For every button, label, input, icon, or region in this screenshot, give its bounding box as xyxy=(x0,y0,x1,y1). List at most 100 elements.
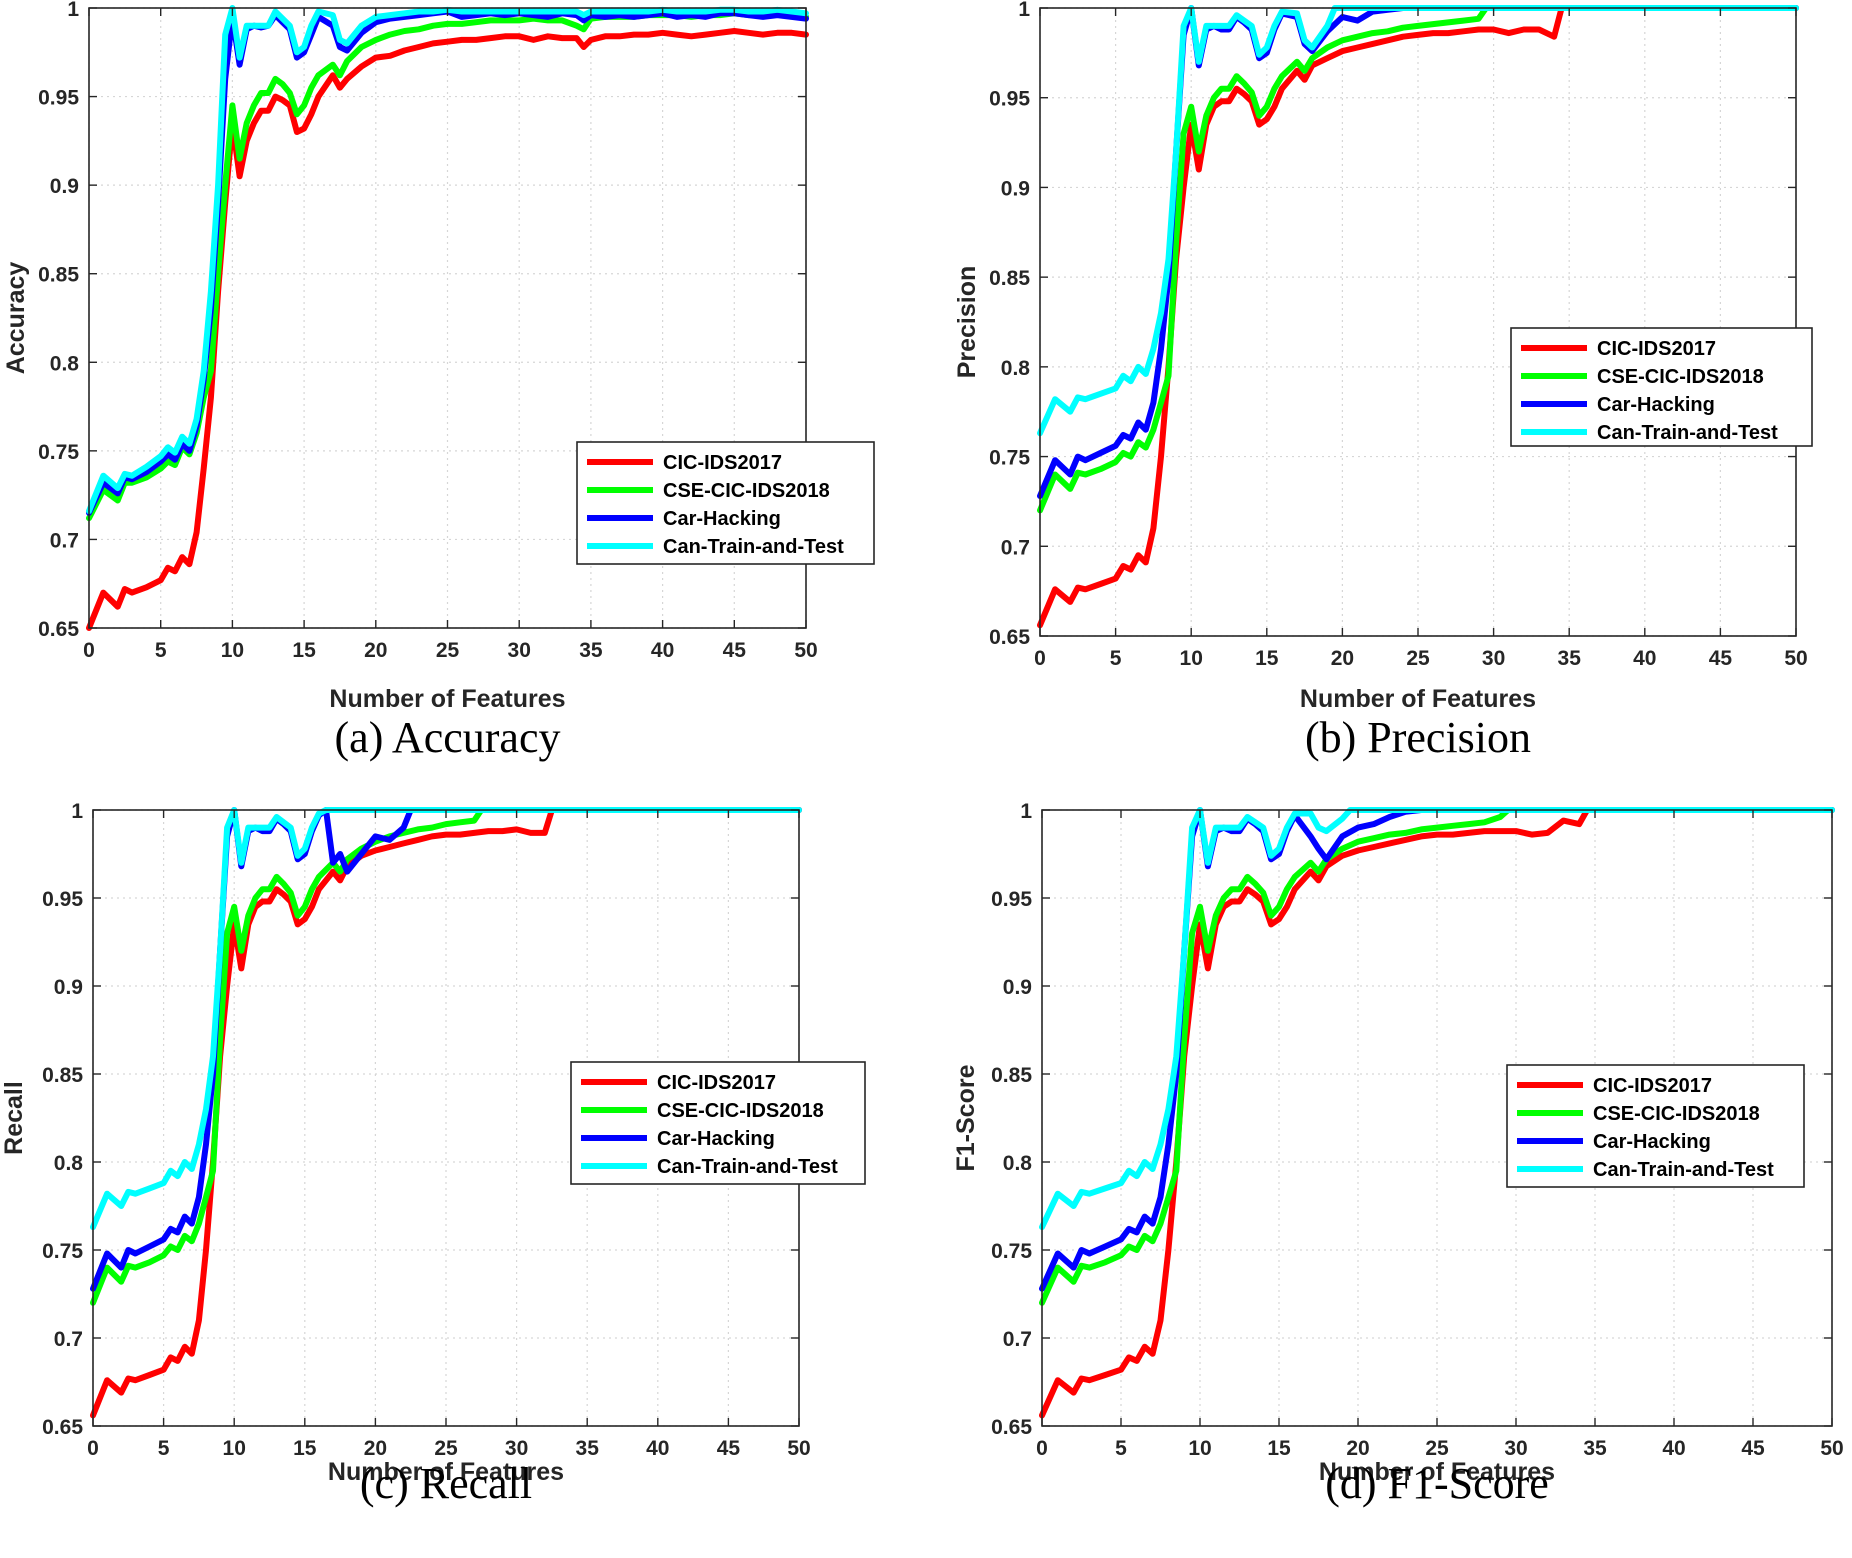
series-line-cic-ids2017 xyxy=(1039,807,1835,1419)
y-tick-label: 0.85 xyxy=(991,1064,1032,1087)
legend: CIC-IDS2017 CSE-CIC-IDS2018 Car-Hacking Can… xyxy=(1506,1064,1805,1188)
legend-entry-label: Can-Train-and-Test xyxy=(1593,1159,1774,1181)
y-tick-label: 0.65 xyxy=(989,626,1030,649)
x-tick-label: 15 xyxy=(292,639,316,662)
chart-panel-2: 0 5 10 15 20 25 30 35 40 45 50 0.65 0.7 0.75 0.8 0.85 0.… xyxy=(953,0,1813,762)
y-tick-label: 0.75 xyxy=(42,1240,83,1263)
x-axis-label: Number of Features xyxy=(1319,1458,1555,1486)
x-tick-label: 35 xyxy=(1583,1437,1607,1460)
x-tick-label: 30 xyxy=(508,639,531,662)
chart-panel-1: 0 5 10 15 20 25 30 35 40 45 50 0.65 0.7 0.75 0.8 0.85 0.… xyxy=(2,0,875,762)
y-tick-label: 0.9 xyxy=(54,976,83,999)
y-tick-label: 1 xyxy=(1018,0,1030,21)
panel-caption: (a) Accuracy xyxy=(335,713,561,762)
y-axis-label: Accuracy xyxy=(2,262,30,375)
x-tick-label: 25 xyxy=(1425,1437,1449,1460)
y-tick-label: 0.85 xyxy=(42,1064,83,1087)
series-line-cic-ids2017 xyxy=(1037,5,1799,629)
x-tick-label: 5 xyxy=(1110,647,1122,670)
x-tick-label: 25 xyxy=(434,1437,458,1460)
x-tick-label: 35 xyxy=(576,1437,600,1460)
y-tick-label: 0.75 xyxy=(989,447,1030,470)
series-line-cse-cic-ids2018 xyxy=(1037,5,1799,514)
x-tick-label: 10 xyxy=(1180,647,1203,670)
x-tick-label: 0 xyxy=(83,639,95,662)
y-tick-label: 0.9 xyxy=(1001,177,1030,200)
y-tick-label: 1 xyxy=(1020,800,1032,823)
x-tick-label: 15 xyxy=(293,1437,317,1460)
x-tick-label: 0 xyxy=(1034,647,1046,670)
legend-entry-label: Car-Hacking xyxy=(657,1128,775,1150)
y-tick-label: 0.75 xyxy=(991,1240,1032,1263)
series-line-can-train-and-test xyxy=(86,5,809,515)
y-tick-label: 0.7 xyxy=(1003,1328,1032,1351)
x-tick-label: 40 xyxy=(651,639,674,662)
legend: CIC-IDS2017 CSE-CIC-IDS2018 Car-Hacking Can… xyxy=(1510,327,1813,447)
legend-entry-label: Can-Train-and-Test xyxy=(657,1156,838,1178)
y-tick-label: 0.85 xyxy=(38,264,79,287)
panel-caption: (b) Precision xyxy=(1305,713,1531,762)
x-tick-label: 25 xyxy=(1406,647,1430,670)
y-tick-label: 1 xyxy=(67,0,79,21)
series-line-cse-cic-ids2018 xyxy=(1039,807,1835,1306)
y-tick-label: 0.7 xyxy=(1001,536,1030,559)
x-tick-label: 45 xyxy=(723,639,747,662)
x-tick-label: 30 xyxy=(1504,1437,1527,1460)
y-tick-label: 0.65 xyxy=(38,618,79,641)
x-tick-label: 20 xyxy=(364,1437,387,1460)
x-tick-label: 15 xyxy=(1255,647,1279,670)
y-axis-label: Recall xyxy=(0,1081,28,1155)
legend-entry-label: Car-Hacking xyxy=(663,508,781,530)
x-tick-label: 30 xyxy=(505,1437,528,1460)
y-tick-label: 0.8 xyxy=(1003,1152,1033,1175)
x-axis-label: Number of Features xyxy=(1300,685,1536,713)
chart-panel-3: 0 5 10 15 20 25 30 35 40 45 50 0.65 0.7 0.75 0.8 0.85 0.… xyxy=(0,800,866,1508)
series-line-cic-ids2017 xyxy=(86,28,809,631)
x-tick-label: 40 xyxy=(1662,1437,1685,1460)
x-axis-label: Number of Features xyxy=(329,685,565,713)
y-tick-label: 0.9 xyxy=(50,175,79,198)
x-tick-label: 20 xyxy=(1346,1437,1369,1460)
x-tick-label: 40 xyxy=(1633,647,1656,670)
legend-entry-label: CIC-IDS2017 xyxy=(657,1072,776,1094)
legend-entry-label: CSE-CIC-IDS2018 xyxy=(657,1100,824,1122)
y-tick-label: 0.8 xyxy=(54,1152,84,1175)
legend: CIC-IDS2017 CSE-CIC-IDS2018 Car-Hacking Can… xyxy=(576,441,875,565)
x-tick-label: 50 xyxy=(1820,1437,1843,1460)
x-tick-label: 20 xyxy=(364,639,387,662)
chart-panel-4: 0 5 10 15 20 25 30 35 40 45 50 0.65 0.7 0.75 0.8 0.85 0.… xyxy=(952,800,1844,1508)
legend-entry-label: CIC-IDS2017 xyxy=(1593,1075,1712,1097)
x-tick-label: 40 xyxy=(646,1437,669,1460)
x-tick-label: 5 xyxy=(158,1437,170,1460)
y-tick-label: 0.95 xyxy=(989,88,1030,111)
y-tick-label: 0.95 xyxy=(991,888,1032,911)
y-tick-label: 0.75 xyxy=(38,441,79,464)
y-tick-label: 0.7 xyxy=(54,1328,83,1351)
legend-entry-label: CIC-IDS2017 xyxy=(1597,338,1716,360)
x-tick-label: 20 xyxy=(1331,647,1354,670)
x-tick-label: 50 xyxy=(1784,647,1807,670)
x-tick-label: 5 xyxy=(155,639,167,662)
y-tick-label: 0.9 xyxy=(1003,976,1032,999)
legend-entry-label: Can-Train-and-Test xyxy=(1597,422,1778,444)
series-line-cse-cic-ids2018 xyxy=(90,807,802,1306)
x-axis-label: Number of Features xyxy=(328,1458,564,1486)
y-tick-label: 0.95 xyxy=(42,888,83,911)
y-axis-label: F1-Score xyxy=(952,1064,980,1171)
x-tick-label: 25 xyxy=(436,639,460,662)
x-tick-label: 50 xyxy=(787,1437,810,1460)
y-tick-label: 0.85 xyxy=(989,267,1030,290)
x-tick-label: 5 xyxy=(1115,1437,1127,1460)
y-axis-label: Precision xyxy=(953,266,981,379)
x-tick-label: 10 xyxy=(221,639,244,662)
x-tick-label: 45 xyxy=(1709,647,1733,670)
series-line-cic-ids2017 xyxy=(90,807,802,1419)
x-tick-label: 15 xyxy=(1267,1437,1291,1460)
legend-entry-label: Car-Hacking xyxy=(1593,1131,1711,1153)
legend-entry-label: CIC-IDS2017 xyxy=(663,452,782,474)
legend: CIC-IDS2017 CSE-CIC-IDS2018 Car-Hacking Can… xyxy=(570,1061,866,1185)
x-tick-label: 50 xyxy=(794,639,817,662)
y-tick-label: 0.8 xyxy=(50,352,80,375)
x-tick-label: 35 xyxy=(1558,647,1582,670)
legend-entry-label: CSE-CIC-IDS2018 xyxy=(1597,366,1764,388)
